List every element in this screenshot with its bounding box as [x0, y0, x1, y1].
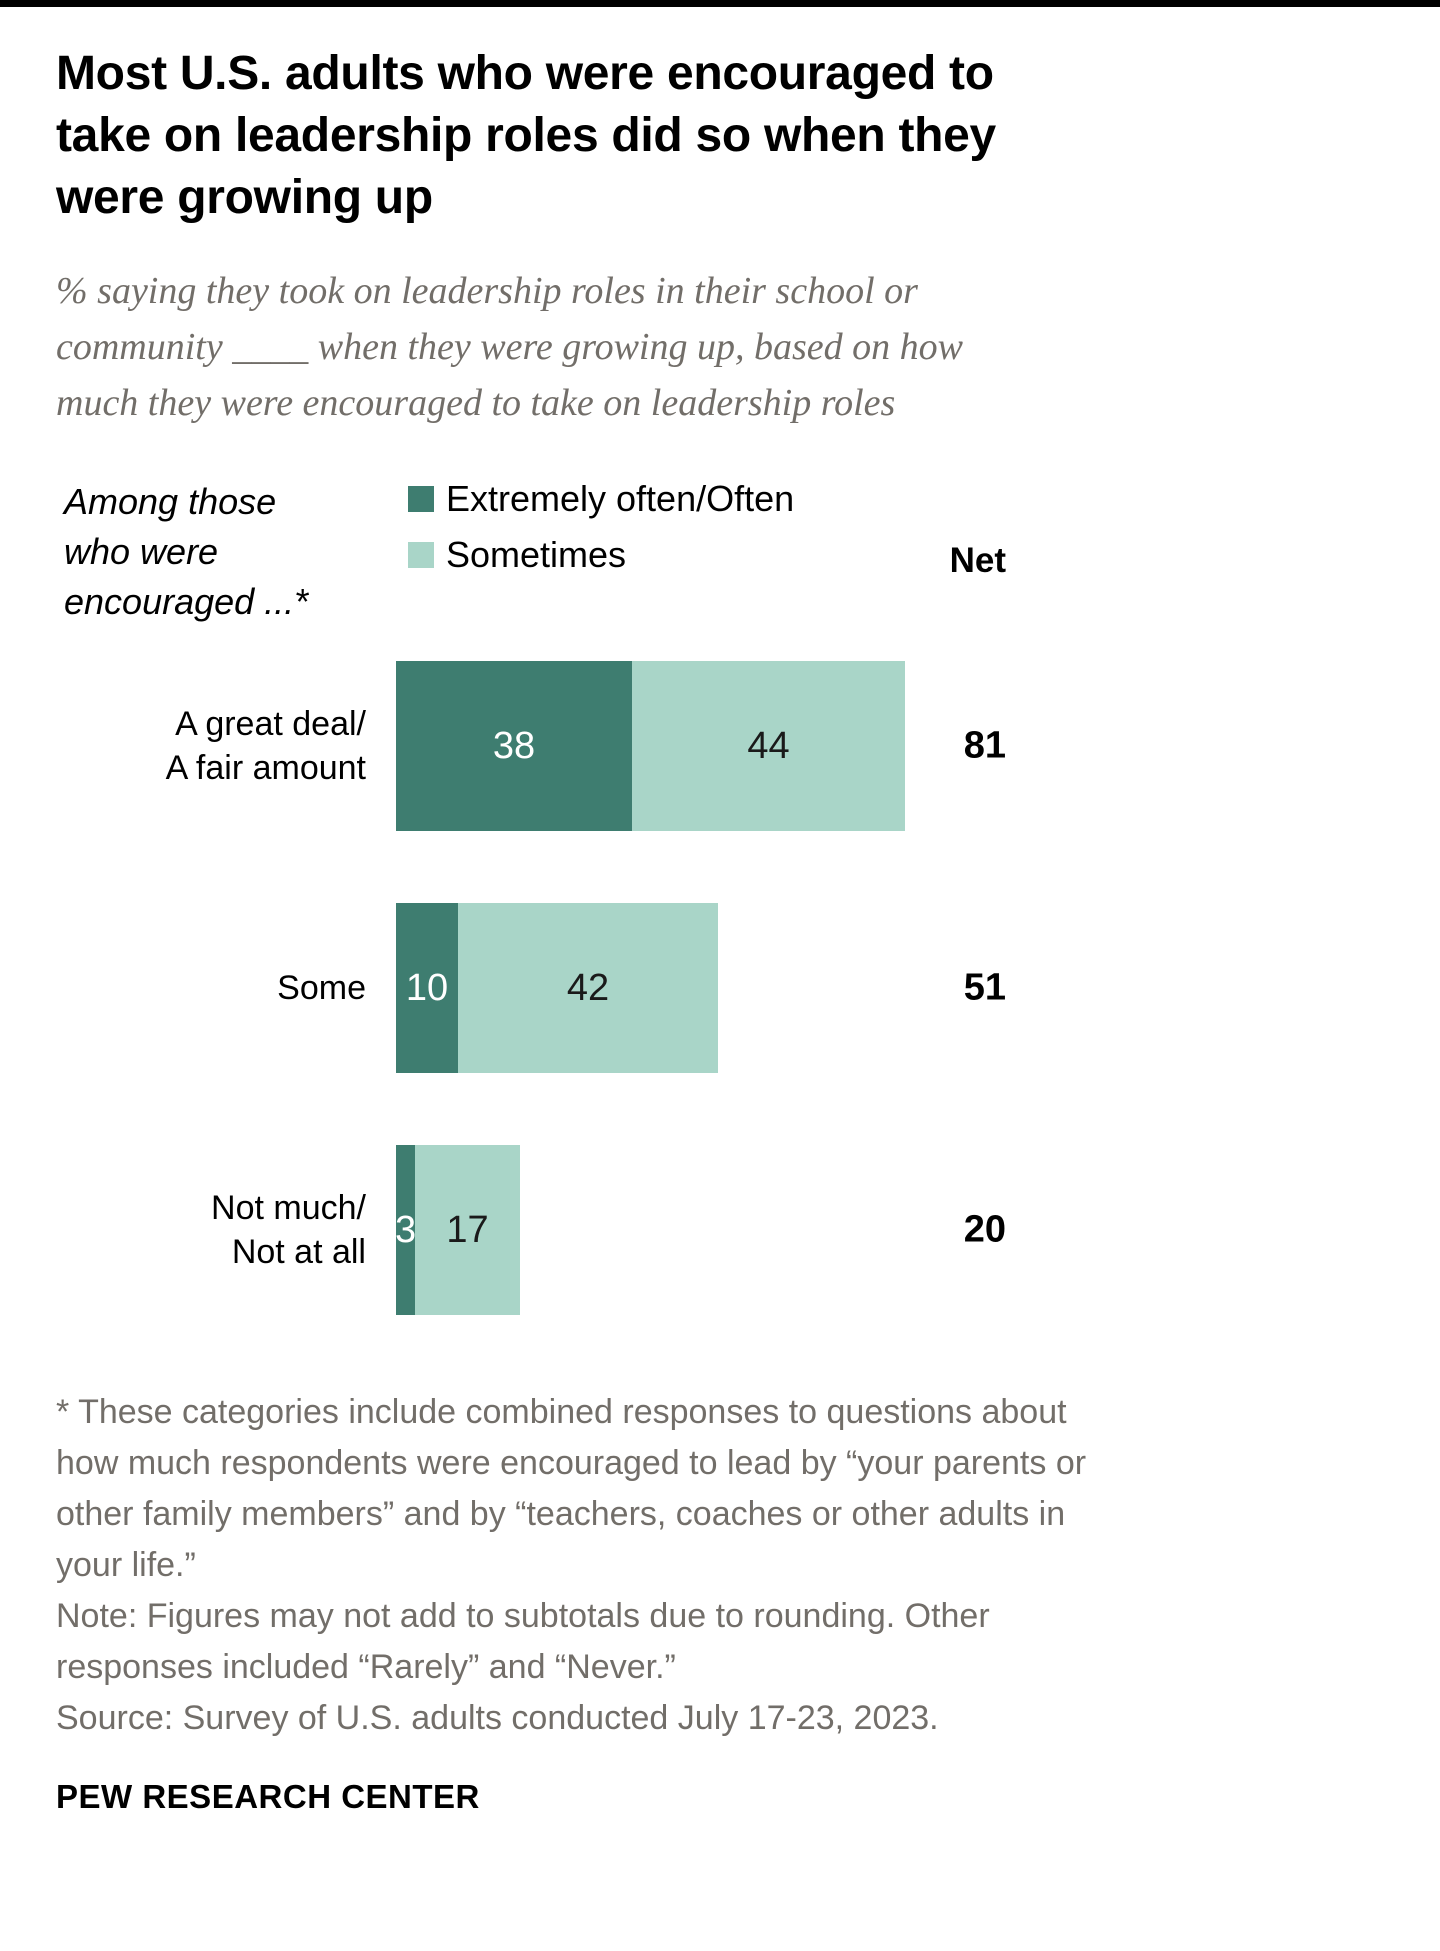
footnote-note: Note: Figures may not add to subtotals d…: [56, 1597, 990, 1686]
legend-item-sometimes: Sometimes: [408, 533, 794, 577]
footnote-source: Source: Survey of U.S. adults conducted …: [56, 1699, 939, 1737]
bar-chart: A great deal/A fair amount 38 44 81 Some 10 42…: [56, 661, 1384, 1315]
bar-row: Some 10 42 51: [56, 903, 1384, 1073]
group-label-line: Among those: [64, 481, 277, 522]
bar-segment-often: 38: [396, 661, 632, 831]
chart-card: Most U.S. adults who were encouraged to …: [0, 7, 1440, 1816]
group-label: Among those who were encouraged ...*: [56, 477, 396, 627]
footnote-asterisk: * These categories include combined resp…: [56, 1393, 1087, 1584]
bar-segment-sometimes: 42: [458, 903, 718, 1073]
chart-title: Most U.S. adults who were encouraged to …: [56, 47, 996, 224]
bar-track: 3 17: [394, 1145, 520, 1315]
bar-track: 38 44: [396, 661, 905, 831]
category-label: Not much/Not at all: [211, 1189, 366, 1271]
legend-swatch-dark-icon: [408, 486, 434, 512]
bar-value-label: 44: [747, 724, 790, 767]
bar-segment-often: 3: [394, 1145, 417, 1315]
net-value: 20: [963, 1208, 1006, 1251]
bar-segment-often: 10: [396, 903, 458, 1073]
chart-header: Among those who were encouraged ...* Ext…: [56, 477, 1384, 627]
bar-value-label: 3: [394, 1208, 417, 1251]
bar-row: Not much/Not at all 3 17 20: [56, 1145, 1384, 1315]
bar-value-label: 17: [446, 1208, 489, 1251]
bar-value-label: 38: [492, 724, 536, 767]
net-column-header: Net: [949, 541, 1006, 580]
legend-item-often: Extremely often/Often: [408, 477, 794, 521]
group-label-line: encouraged ...*: [64, 581, 309, 622]
legend: Extremely often/Often Sometimes: [408, 477, 794, 577]
net-value: 81: [963, 724, 1006, 767]
bar-row: A great deal/A fair amount 38 44 81: [56, 661, 1384, 831]
legend-swatch-light-icon: [408, 542, 434, 568]
legend-label-sometimes: Sometimes: [446, 534, 627, 575]
bar-track: 10 42: [396, 903, 718, 1073]
footnotes: * These categories include combined resp…: [56, 1387, 1116, 1744]
bar-value-label: 42: [566, 966, 610, 1009]
source-footer: PEW RESEARCH CENTER: [56, 1778, 480, 1815]
category-label: Some: [277, 969, 366, 1007]
net-value: 51: [963, 966, 1006, 1009]
group-label-line: who were: [64, 531, 219, 572]
bar-segment-sometimes: 17: [415, 1145, 520, 1315]
bar-value-label: 10: [405, 966, 449, 1009]
bar-segment-sometimes: 44: [632, 661, 905, 831]
category-label: A great deal/A fair amount: [165, 705, 366, 787]
legend-label-often: Extremely often/Often: [446, 478, 795, 519]
chart-subtitle: % saying they took on leadership roles i…: [56, 270, 963, 424]
